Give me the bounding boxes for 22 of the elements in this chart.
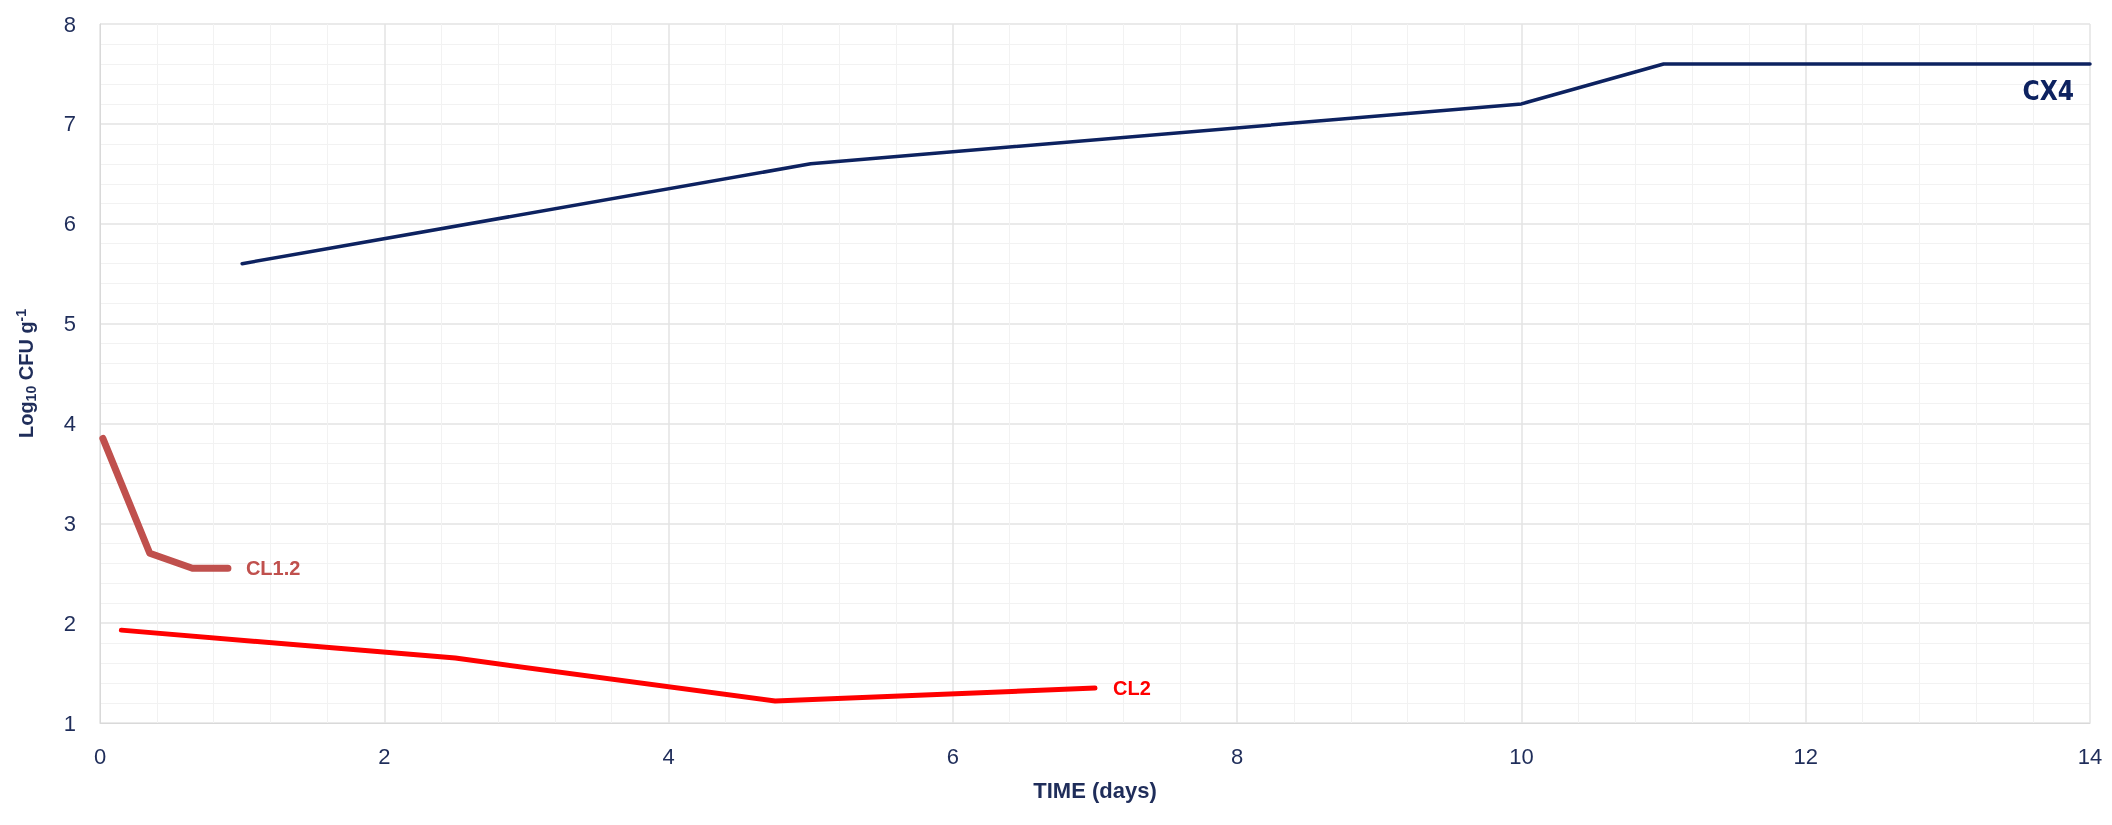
y-tick-label: 4 <box>63 410 76 436</box>
x-axis-title: TIME (days) <box>1033 777 1157 803</box>
x-tick-label: 12 <box>1793 743 1818 769</box>
y-tick-label: 8 <box>63 11 76 37</box>
x-tick-label: 10 <box>1509 743 1534 769</box>
x-tick-label: 6 <box>946 743 959 769</box>
y-tick-label: 3 <box>63 510 76 536</box>
line-series <box>240 62 2092 266</box>
y-tick-label: 6 <box>63 211 76 237</box>
x-tick-label: 0 <box>93 743 107 769</box>
y-tick-label: 1 <box>63 710 76 736</box>
y-tick-label: 5 <box>63 311 76 337</box>
x-tick-label: 14 <box>2077 743 2103 769</box>
series-label: CL1.2 <box>245 557 301 580</box>
y-axis-title: Log10 CFU g-1 <box>13 308 39 439</box>
x-tick-label: 4 <box>662 743 675 769</box>
y-tick-label: 2 <box>63 610 76 636</box>
series-label: CX4 <box>2022 75 2074 106</box>
series-label: CL2 <box>1113 677 1151 700</box>
x-tick-label: 8 <box>1231 743 1244 769</box>
y-tick-label: 7 <box>63 111 76 137</box>
x-tick-label: 2 <box>378 743 391 769</box>
